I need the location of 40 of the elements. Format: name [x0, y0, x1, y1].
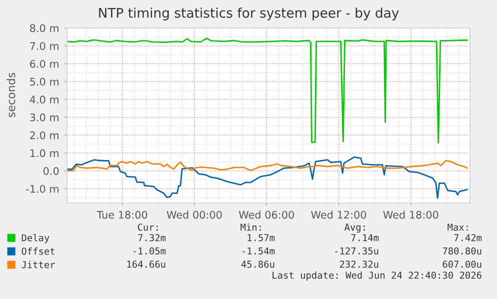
line-series — [67, 160, 468, 172]
chart-title: NTP timing statistics for system peer - by day — [99, 8, 399, 20]
y-tick-label: 0.0 — [43, 167, 59, 175]
y-tick-label: -1.0 m — [26, 184, 58, 193]
text: Cur: — [138, 224, 158, 231]
text: 7.42m — [454, 234, 482, 242]
y-tick-label: 5.0 m — [30, 78, 58, 86]
text: 164.66u — [127, 260, 166, 268]
text: 7.32m — [138, 234, 166, 242]
y-tick-label: 4.0 m — [30, 96, 58, 104]
y-axis-title: seconds — [6, 72, 16, 118]
text: -1.05m — [134, 247, 166, 255]
text: 232.32u — [340, 260, 378, 268]
legend-label: Offset — [22, 247, 54, 255]
line-series — [67, 38, 468, 144]
y-tick-label: 1.0 m — [30, 149, 58, 158]
x-tick-label: Wed 06:00 — [238, 210, 294, 219]
y-tick-label: 2.0 m — [30, 131, 58, 140]
x-tick-label: Tue 18:00 — [96, 210, 148, 219]
y-tick-label: 6.0 m — [30, 60, 58, 68]
y-tick-label: 3.0 m — [30, 114, 58, 122]
y-tick-label: 7.0 m — [30, 42, 58, 50]
text: -127.35u — [335, 247, 378, 255]
line-series — [67, 156, 468, 199]
text: 7.14m — [351, 234, 379, 242]
y-tick-label: 8.0 m — [30, 24, 58, 32]
legend-label: Delay — [22, 234, 50, 244]
x-tick-label: Wed 00:00 — [166, 210, 222, 219]
text: Last update: Wed Jun 24 22:40:30 2026 — [272, 271, 482, 281]
x-tick-label: Wed 12:00 — [311, 210, 366, 219]
text: Min: — [240, 223, 261, 231]
text: Max: — [448, 224, 468, 231]
text: 780.80u — [442, 247, 482, 255]
text: 607.00u — [442, 260, 482, 268]
text: 1.57m — [248, 234, 275, 242]
legend-label: Jitter — [22, 260, 55, 268]
text: 45.86u — [241, 260, 274, 268]
text: -1.54m — [242, 247, 275, 255]
x-tick-label: Wed 18:00 — [383, 210, 438, 219]
text: Avg: — [344, 224, 365, 233]
